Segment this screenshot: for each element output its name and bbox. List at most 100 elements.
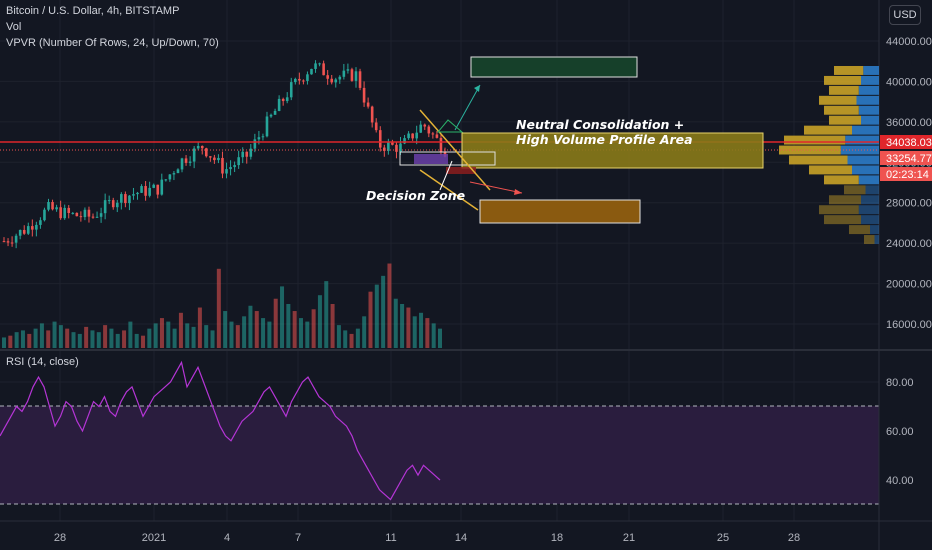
candle-body [285,97,289,102]
candle-body [370,106,374,123]
volume-bar [317,295,322,348]
candle-body [265,116,269,137]
candle-body [26,226,30,234]
volume-profile-up-bar [858,205,879,215]
candle-body [184,158,188,163]
volume-bar [229,321,234,348]
volume-bars [2,263,442,348]
candle-body [342,70,346,77]
time-tick-label: 25 [717,532,729,544]
volume-profile-up-bar [858,85,879,95]
candle-body [358,71,362,88]
red-projection-arrow[interactable] [469,181,523,194]
candle-body [128,195,131,204]
candle-body [253,139,257,149]
rsi-path [0,360,441,501]
volume-bar [400,304,405,348]
candle-body [439,137,443,152]
candle-body [213,157,216,161]
time-tick-label: 21 [623,532,635,544]
volume-bar [109,328,114,348]
volume-profile-down-bar [829,85,859,95]
price-axis[interactable]: 44000.0040000.0036000.0032000.0028000.00… [886,36,932,331]
volume-bar [185,323,190,348]
candle-body [43,209,46,221]
candle-body [180,158,184,170]
volume-profile-up-bar [840,145,879,155]
consolidation-box[interactable] [461,132,764,169]
volume-bar [65,328,70,348]
volume-bar [159,318,164,348]
candle-body [87,209,91,217]
rsi-band [0,406,879,504]
volume-bar [103,325,108,348]
candle-body [144,186,147,196]
level-price-badge: 34038.03 [886,137,932,149]
symbol-legend[interactable]: Bitcoin / U.S. Dollar, 4h, BITSTAMP [6,5,180,17]
volume-bar [172,328,177,348]
candle-body [79,216,83,218]
volume-profile-down-bar [819,95,857,105]
volume-profile-up-bar [861,75,879,85]
annotation-neutral-line1: Neutral Consolidation + [516,117,684,132]
wedge-upper-line[interactable] [419,109,491,191]
candle-body [192,148,196,162]
volume-profile-down-bar [824,105,859,115]
candle-body [415,132,418,139]
candle-body [419,124,423,133]
candle-body [132,194,135,196]
candle-body [83,209,87,218]
wedge-lower-line[interactable] [419,169,479,211]
currency-button[interactable]: USD [889,5,921,25]
rsi-axis[interactable]: 80.00 60.00 40.00 [886,377,914,487]
volume-bar [58,325,63,348]
candle-body [233,165,236,168]
volume-bar [178,312,183,348]
volume-profile-up-bar [865,185,879,195]
vpvr-legend[interactable]: VPVR (Number Of Rows, 24, Up/Down, 70) [6,37,219,49]
green-target-box[interactable] [470,56,638,78]
price-tick-label: 40000.00 [886,76,932,88]
candle-body [164,179,168,181]
candle-body [387,142,390,151]
volume-bar [305,321,310,348]
candle-body [229,167,232,170]
candle-body [423,124,427,127]
volume-bar [248,305,253,348]
red-arrow-head [514,189,522,195]
volume-bar [166,321,171,348]
candle-body [237,157,240,166]
candle-body [107,200,111,202]
teal-projection-arrow[interactable] [454,84,481,131]
rsi-legend[interactable]: RSI (14, close) [6,356,79,368]
rsi-tick-label: 40.00 [886,475,914,487]
volume-bar [368,291,373,348]
volume-bar [280,286,285,348]
time-tick-label: 28 [788,532,800,544]
candle-body [156,184,160,195]
volume-profile [779,66,879,244]
candle-body [318,63,321,65]
annotation-neutral-line2: High Volume Profile Area [516,132,693,147]
candle-body [172,173,176,175]
decision-zone-box[interactable] [399,151,496,166]
candle-body [257,137,261,140]
time-tick-label: 4 [224,532,230,544]
volume-legend[interactable]: Vol [6,21,22,33]
candle-body [95,216,99,218]
price-tick-label: 24000.00 [886,238,932,250]
volume-bar [141,335,146,348]
volume-bar [438,328,442,348]
volume-bar [254,311,259,348]
candle-body [148,187,151,196]
volume-bar [2,337,6,348]
volume-profile-up-bar [870,225,879,235]
volume-bar [115,333,120,348]
volume-bar [52,321,57,348]
volume-bar [84,326,89,348]
volume-bar [387,263,392,348]
time-axis[interactable]: 28 2021 4 7 11 14 18 21 25 28 [54,532,800,544]
orange-target-box[interactable] [479,199,641,224]
candle-body [366,102,370,107]
